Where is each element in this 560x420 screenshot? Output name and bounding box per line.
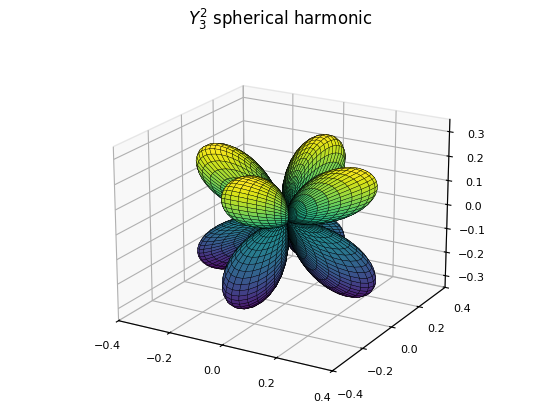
Title: $Y_3^2$ spherical harmonic: $Y_3^2$ spherical harmonic — [188, 7, 372, 32]
